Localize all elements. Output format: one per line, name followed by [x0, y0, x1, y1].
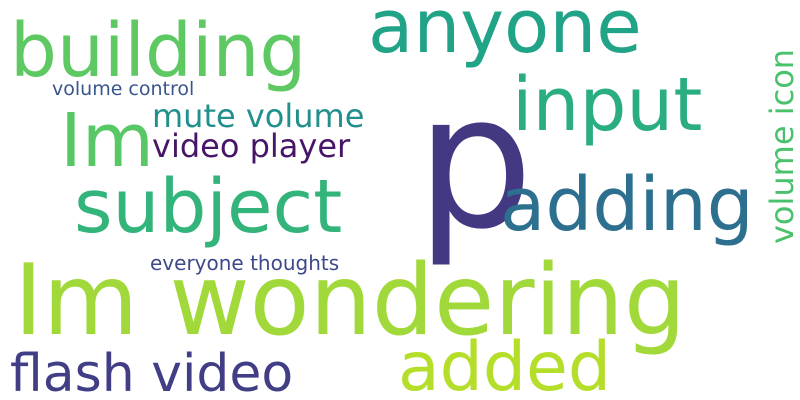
- word-added: added: [398, 328, 611, 400]
- word-im-wondering: Im wondering: [14, 244, 687, 358]
- word-building: building: [10, 8, 307, 94]
- word-adding: adding: [500, 162, 754, 248]
- word-everyone-thoughts: everyone thoughts: [150, 251, 340, 275]
- word-anyone: anyone: [368, 0, 642, 70]
- word-p: p: [416, 54, 534, 270]
- word-volume-icon: volume icon: [763, 48, 800, 244]
- word-video-player: video player: [152, 127, 351, 165]
- word-mute-volume: mute volume: [152, 97, 365, 135]
- word-volume-control: volume control: [52, 78, 195, 100]
- word-flash-video: flash video: [10, 344, 294, 400]
- word-subject: subject: [74, 164, 343, 250]
- word-im: Im: [60, 98, 154, 184]
- word-input: input: [512, 62, 703, 148]
